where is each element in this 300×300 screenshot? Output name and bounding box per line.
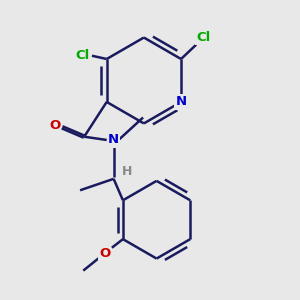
Text: N: N <box>176 95 187 108</box>
Text: O: O <box>49 119 60 132</box>
Text: Cl: Cl <box>76 49 90 62</box>
Text: O: O <box>99 247 110 260</box>
Text: H: H <box>122 165 132 178</box>
Text: N: N <box>108 134 119 146</box>
Text: Cl: Cl <box>196 31 211 44</box>
